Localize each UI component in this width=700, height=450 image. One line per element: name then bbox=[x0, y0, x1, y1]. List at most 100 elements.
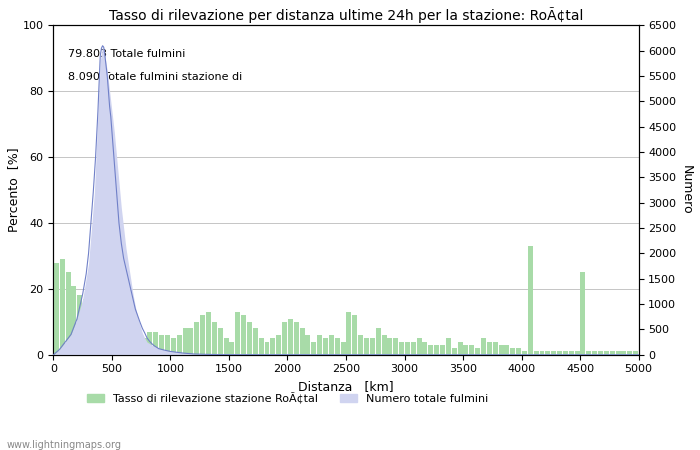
Bar bbox=[171, 338, 176, 355]
Bar bbox=[66, 272, 71, 355]
Bar bbox=[615, 351, 620, 355]
Bar bbox=[265, 342, 270, 355]
Bar bbox=[253, 328, 258, 355]
Bar bbox=[575, 351, 580, 355]
Bar bbox=[376, 328, 381, 355]
Bar bbox=[587, 351, 592, 355]
Bar bbox=[416, 338, 421, 355]
Bar bbox=[604, 351, 609, 355]
Legend: Tasso di rilevazione stazione RoÃ¢tal, Numero totale fulmini: Tasso di rilevazione stazione RoÃ¢tal, N… bbox=[83, 388, 492, 409]
Bar bbox=[633, 351, 638, 355]
Text: 79.803 Totale fulmini: 79.803 Totale fulmini bbox=[68, 49, 186, 58]
Bar bbox=[522, 351, 527, 355]
Bar bbox=[481, 338, 486, 355]
Bar bbox=[89, 289, 94, 355]
Bar bbox=[469, 345, 475, 355]
Bar bbox=[346, 312, 351, 355]
Bar bbox=[434, 345, 439, 355]
Bar bbox=[294, 322, 299, 355]
Bar bbox=[428, 345, 433, 355]
Bar bbox=[276, 335, 281, 355]
Bar bbox=[177, 335, 182, 355]
Bar bbox=[399, 342, 404, 355]
Bar bbox=[557, 351, 562, 355]
Bar bbox=[113, 309, 118, 355]
Bar bbox=[223, 338, 228, 355]
Bar bbox=[235, 312, 240, 355]
Bar bbox=[106, 306, 111, 355]
Bar bbox=[71, 286, 76, 355]
Bar bbox=[592, 351, 597, 355]
Bar bbox=[77, 296, 83, 355]
Bar bbox=[358, 335, 363, 355]
Bar bbox=[510, 348, 515, 355]
Bar bbox=[118, 328, 123, 355]
Bar bbox=[188, 328, 193, 355]
X-axis label: Distanza   [km]: Distanza [km] bbox=[298, 380, 394, 393]
Bar bbox=[60, 259, 64, 355]
Bar bbox=[505, 345, 510, 355]
Bar bbox=[136, 338, 141, 355]
Bar bbox=[153, 332, 158, 355]
Bar bbox=[563, 351, 568, 355]
Bar bbox=[551, 351, 556, 355]
Bar bbox=[54, 262, 59, 355]
Bar bbox=[312, 342, 316, 355]
Bar bbox=[387, 338, 393, 355]
Bar bbox=[130, 338, 135, 355]
Bar bbox=[610, 351, 615, 355]
Bar bbox=[206, 312, 211, 355]
Bar bbox=[259, 338, 264, 355]
Bar bbox=[528, 246, 533, 355]
Bar bbox=[598, 351, 603, 355]
Bar bbox=[493, 342, 498, 355]
Bar bbox=[183, 328, 188, 355]
Bar bbox=[159, 335, 164, 355]
Bar bbox=[475, 348, 480, 355]
Bar bbox=[540, 351, 545, 355]
Text: 8.090 Totale fulmini stazione di: 8.090 Totale fulmini stazione di bbox=[68, 72, 242, 81]
Bar bbox=[212, 322, 217, 355]
Bar bbox=[405, 342, 410, 355]
Bar bbox=[270, 338, 275, 355]
Title: Tasso di rilevazione per distanza ultime 24h per la stazione: RoÃ¢tal: Tasso di rilevazione per distanza ultime… bbox=[108, 7, 583, 23]
Bar bbox=[323, 338, 328, 355]
Bar bbox=[305, 335, 310, 355]
Bar bbox=[516, 348, 521, 355]
Bar bbox=[364, 338, 369, 355]
Bar bbox=[230, 342, 235, 355]
Bar bbox=[627, 351, 632, 355]
Bar bbox=[446, 338, 451, 355]
Y-axis label: Numero: Numero bbox=[680, 165, 693, 215]
Bar bbox=[341, 342, 346, 355]
Bar bbox=[148, 332, 153, 355]
Bar bbox=[83, 299, 88, 355]
Bar bbox=[317, 335, 322, 355]
Bar bbox=[101, 292, 106, 355]
Bar bbox=[195, 322, 200, 355]
Bar bbox=[440, 345, 445, 355]
Text: www.lightningmaps.org: www.lightningmaps.org bbox=[7, 440, 122, 450]
Bar bbox=[335, 338, 339, 355]
Bar bbox=[622, 351, 626, 355]
Bar bbox=[452, 348, 456, 355]
Bar bbox=[533, 351, 538, 355]
Bar bbox=[498, 345, 503, 355]
Bar bbox=[124, 332, 129, 355]
Bar bbox=[463, 345, 468, 355]
Bar bbox=[94, 286, 100, 355]
Bar bbox=[393, 338, 398, 355]
Bar bbox=[423, 342, 428, 355]
Bar bbox=[282, 322, 287, 355]
Bar bbox=[370, 338, 374, 355]
Bar bbox=[545, 351, 550, 355]
Bar bbox=[487, 342, 492, 355]
Bar bbox=[241, 315, 246, 355]
Bar bbox=[247, 322, 252, 355]
Bar bbox=[141, 338, 146, 355]
Bar bbox=[569, 351, 574, 355]
Bar bbox=[382, 335, 386, 355]
Bar bbox=[218, 328, 223, 355]
Bar bbox=[300, 328, 304, 355]
Bar bbox=[165, 335, 170, 355]
